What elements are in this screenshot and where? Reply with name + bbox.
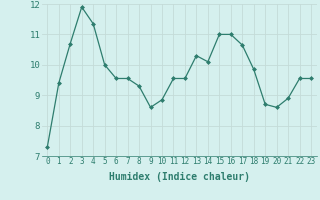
X-axis label: Humidex (Indice chaleur): Humidex (Indice chaleur) xyxy=(109,172,250,182)
